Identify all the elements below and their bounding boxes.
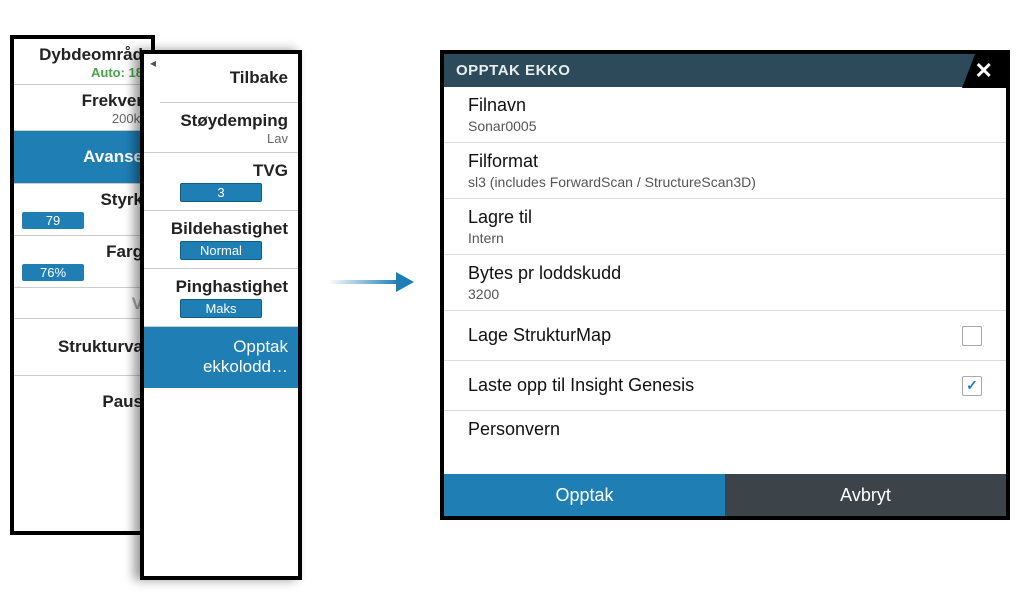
- close-icon: ✕: [975, 58, 994, 84]
- check-structuremap[interactable]: Lage StrukturMap: [444, 311, 1006, 361]
- color-bar-row: 76%: [14, 264, 151, 288]
- field-privacy[interactable]: Personvern: [444, 411, 1006, 448]
- field-fileformat[interactable]: Filformat sl3 (includes ForwardScan / St…: [444, 143, 1006, 199]
- scrollspeed-value-bar[interactable]: Normal: [180, 241, 262, 260]
- depth-auto-value: Auto: 18: [20, 65, 143, 80]
- menu-item-noise[interactable]: Støydemping Lav: [144, 103, 298, 153]
- arrow-icon: [328, 272, 418, 292]
- gain-value-bar[interactable]: 79: [22, 212, 84, 229]
- field-saveto[interactable]: Lagre til Intern: [444, 199, 1006, 255]
- pingspeed-value-bar[interactable]: Maks: [180, 299, 262, 318]
- color-value-bar[interactable]: 76%: [22, 264, 84, 281]
- tvg-value-bar[interactable]: 3: [180, 183, 262, 202]
- record-button[interactable]: Opptak: [444, 474, 725, 516]
- menu-item-ping-speed[interactable]: Pinghastighet: [144, 269, 298, 297]
- checkbox-insight-genesis[interactable]: ✓: [962, 376, 982, 396]
- chevron-left-icon: ◂: [144, 54, 160, 70]
- menu-item-depth[interactable]: Dybdeområd Auto: 18: [14, 39, 151, 85]
- menu-item-tvg[interactable]: TVG: [144, 153, 298, 181]
- menu-item-back[interactable]: ◂ Tilbake: [144, 54, 298, 103]
- menu-panel-back: Dybdeområd Auto: 18 Frekver 200kl Avanse…: [10, 35, 155, 535]
- field-filename[interactable]: Filnavn Sonar0005: [444, 87, 1006, 143]
- menu-panel-front: ◂ Tilbake Støydemping Lav TVG 3 Bildehas…: [140, 50, 302, 580]
- cancel-button[interactable]: Avbryt: [725, 474, 1006, 516]
- close-button[interactable]: ✕: [962, 54, 1006, 88]
- menu-item-structure[interactable]: Strukturva: [14, 319, 151, 376]
- menu-item-gain[interactable]: Styrk: [14, 184, 151, 210]
- check-insight-genesis[interactable]: Laste opp til Insight Genesis ✓: [444, 361, 1006, 411]
- dialog-title: OPPTAK EKKO: [456, 62, 570, 79]
- field-bytes[interactable]: Bytes pr loddskudd 3200: [444, 255, 1006, 311]
- dialog-footer: Opptak Avbryt: [444, 474, 1006, 516]
- menu-item-v: V: [14, 288, 151, 319]
- checkbox-structuremap[interactable]: [962, 326, 982, 346]
- menu-item-scroll-speed[interactable]: Bildehastighet: [144, 211, 298, 239]
- dialog-header: OPPTAK EKKO ✕: [444, 54, 1006, 87]
- menu-item-color[interactable]: Farg: [14, 236, 151, 262]
- gain-bar-row: 79: [14, 212, 151, 236]
- menu-item-advanced[interactable]: Avanse: [14, 131, 151, 184]
- menu-item-pause[interactable]: Paus: [14, 376, 151, 428]
- record-echo-dialog: OPPTAK EKKO ✕ Filnavn Sonar0005 Filforma…: [440, 50, 1010, 520]
- menu-item-record-echo[interactable]: Opptak ekkolodd…: [144, 327, 298, 388]
- menu-item-frequency[interactable]: Frekver 200kl: [14, 85, 151, 131]
